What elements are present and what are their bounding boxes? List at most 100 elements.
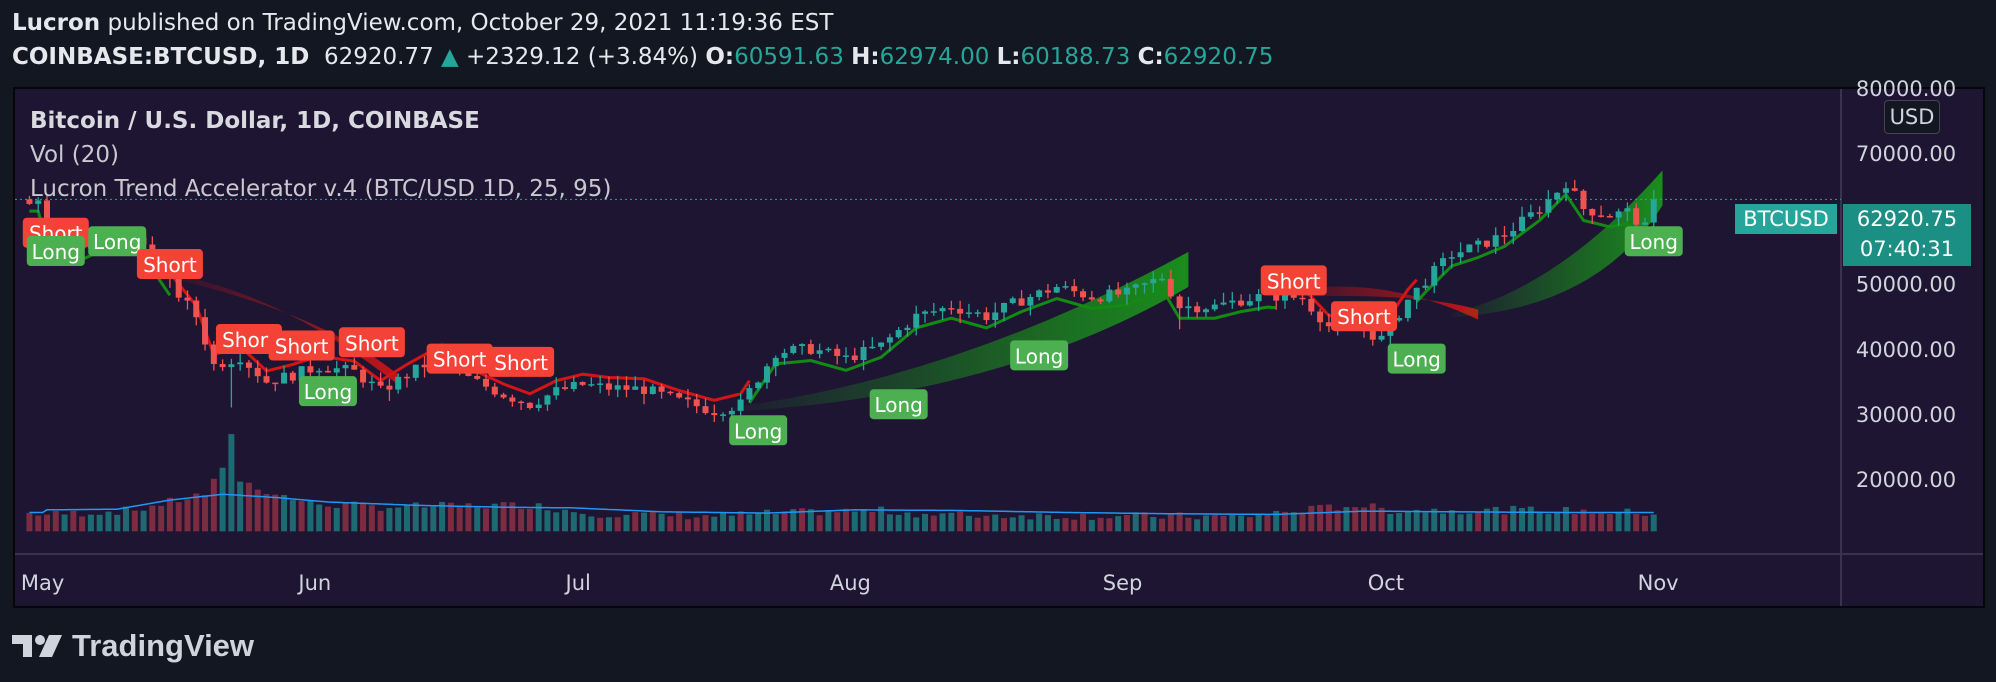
candle — [1448, 250, 1455, 269]
y-tick-label: 50000.00 — [1856, 273, 1956, 297]
price-change: +2329.12 (+3.84%) — [466, 44, 699, 70]
candle-body — [368, 381, 375, 384]
candle — [1527, 204, 1534, 220]
currency-button[interactable]: USD — [1884, 100, 1940, 134]
x-tick-label: Sep — [1103, 571, 1143, 595]
candle-body — [913, 313, 920, 328]
candle-body — [1527, 212, 1534, 217]
volume-bar — [544, 510, 551, 532]
candle — [957, 300, 964, 324]
short-signal: Short — [488, 346, 555, 377]
volume-bar — [351, 501, 358, 532]
candle-body — [579, 382, 586, 385]
volume-bar — [324, 506, 331, 532]
volume-bar — [1308, 505, 1315, 532]
candle — [518, 400, 525, 411]
volume-bar — [930, 515, 937, 532]
candle — [1431, 262, 1438, 294]
publish-info: Lucron published on TradingView.com, Oct… — [12, 10, 833, 36]
volume-bar — [570, 512, 577, 532]
volume-bar — [913, 517, 920, 532]
candle-body — [1483, 240, 1490, 247]
candle-body — [184, 297, 191, 301]
candle — [588, 377, 595, 387]
volume-bar — [245, 482, 252, 532]
candle — [992, 302, 999, 328]
volume-bar — [368, 505, 375, 532]
candle-body — [1255, 294, 1262, 302]
signal-label: Short — [433, 348, 487, 372]
candle-body — [930, 311, 937, 313]
candle-body — [1097, 299, 1104, 302]
volume-bar — [641, 512, 648, 532]
volume-bar — [1466, 513, 1473, 532]
volume-bar — [140, 510, 147, 532]
volume-bar — [491, 503, 498, 532]
tradingview-logo[interactable]: TradingView — [12, 628, 254, 664]
volume-bar — [1501, 514, 1508, 532]
candle-body — [1475, 240, 1482, 245]
last-price-box: 62920.75 07:40:31 — [1843, 204, 1971, 266]
candle-body — [878, 342, 885, 347]
price-axis: 80000.0070000.0060000.0050000.0040000.00… — [1856, 77, 1956, 492]
volume-bar — [632, 512, 639, 532]
candle — [1325, 313, 1332, 333]
volume-bar — [842, 508, 849, 532]
signal-label: Short — [275, 335, 329, 359]
candle-body — [676, 393, 683, 398]
candle — [869, 337, 876, 349]
signal-badge — [488, 346, 555, 377]
volume-bar — [421, 507, 428, 532]
volume-bar — [1273, 510, 1280, 532]
candle-body — [860, 347, 867, 361]
candle-body — [1466, 244, 1473, 253]
candle — [702, 398, 709, 415]
candle — [1185, 296, 1192, 319]
volume-bar — [851, 511, 858, 532]
candle — [1080, 288, 1087, 302]
volume-bar — [1545, 514, 1552, 532]
long-signal: Long — [1387, 343, 1446, 374]
volume-bar — [658, 513, 665, 532]
signal-label: Long — [32, 240, 80, 264]
candle — [623, 376, 630, 398]
candle-body — [263, 376, 270, 383]
candle-body — [658, 386, 665, 392]
x-tick-label: Oct — [1368, 571, 1404, 595]
candle — [1123, 282, 1130, 305]
volume-bar — [1580, 509, 1587, 532]
candle-body — [491, 386, 498, 395]
volume-bar — [693, 517, 700, 532]
volume-bar — [456, 506, 463, 532]
candle — [834, 344, 841, 365]
candle — [1220, 292, 1227, 306]
volume-bar — [430, 506, 437, 532]
candle — [1176, 294, 1183, 330]
volume-bar — [1080, 513, 1087, 532]
signal-badge — [869, 389, 928, 420]
candle-body — [1448, 257, 1455, 259]
candle-body — [395, 376, 402, 390]
candle — [377, 372, 384, 389]
volume-bar — [1440, 513, 1447, 532]
candle — [1027, 293, 1034, 316]
candle-body — [1176, 296, 1183, 309]
signal-badge — [426, 343, 493, 374]
candle-body — [1115, 289, 1122, 295]
candle-body — [421, 364, 428, 368]
open-value: 60591.63 — [734, 44, 844, 70]
volume-bar — [1361, 507, 1367, 532]
candle-body — [1194, 306, 1201, 313]
volume-bar — [781, 511, 788, 532]
candle-body — [763, 366, 770, 383]
volume-bar — [553, 512, 560, 532]
candle — [1009, 296, 1016, 305]
candle-body — [1317, 311, 1324, 323]
candle-body — [1413, 287, 1420, 300]
candle — [851, 347, 858, 363]
volume-bar — [1176, 512, 1183, 532]
close-value: 62920.75 — [1163, 44, 1274, 70]
volume-bar — [895, 514, 902, 532]
candle-body — [922, 311, 928, 314]
